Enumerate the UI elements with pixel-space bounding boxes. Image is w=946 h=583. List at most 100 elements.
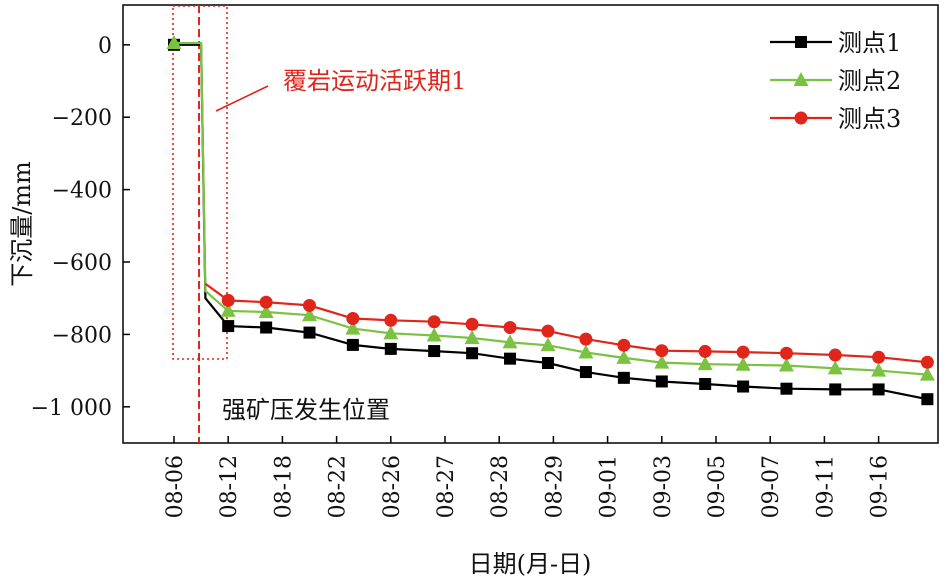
series-line-3 [204,282,928,364]
data-point-1-4 [222,320,235,333]
x-tick-label: 09-05 [705,455,730,518]
data-point-3-14 [698,344,712,358]
legend: 测点1 测点2 测点3 [770,29,901,133]
data-point-1-9 [428,345,441,358]
data-point-2-16 [697,356,713,371]
data-point-3-8 [465,317,479,331]
x-tick-label: 09-01 [597,455,622,518]
data-point-1-5 [260,321,273,334]
y-tick-label: −800 [52,323,112,348]
series-3 [204,282,934,369]
plot-frame [122,4,939,444]
legend-item-1: 测点1 [770,29,901,57]
y-tick-label: −200 [52,106,112,131]
legend-marker [793,72,809,86]
data-point-2-12 [540,337,556,352]
x-tick-label: 08-26 [380,455,405,518]
data-point-3-7 [427,315,441,329]
data-point-2-19 [827,360,843,375]
data-point-2-9 [426,327,442,342]
y-tick-label: −600 [52,251,112,276]
data-point-1-14 [617,371,630,384]
data-point-2-8 [383,325,399,340]
data-point-3-10 [541,324,555,338]
x-tick-label: 08-12 [217,455,242,518]
pressure-location-label: 强矿压发生位置 [222,396,390,424]
data-point-3-13 [655,344,669,358]
data-point-2-18 [778,357,794,372]
data-point-1-15 [655,375,668,388]
data-point-2-7 [345,320,361,335]
data-point-3-12 [617,338,631,352]
data-point-1-16 [699,377,712,390]
legend-label: 测点1 [838,29,901,57]
annotations: 覆岩运动活跃期1 强矿压发生位置 [172,5,466,443]
active-period-label: 覆岩运动活跃期1 [283,67,466,95]
data-point-1-19 [829,383,842,396]
data-point-2-17 [735,356,751,371]
x-tick-label: 09-03 [651,455,676,518]
data-point-3-9 [503,321,517,335]
legend-label: 测点2 [838,67,901,95]
data-point-1-6 [303,326,316,339]
axes: 0 −200 −400 −600 −800 −1 000 08-06 08-12 08-18 08… [8,34,893,578]
x-tick-label: 08-18 [271,455,296,518]
data-point-2-14 [616,349,632,364]
data-point-1-13 [579,366,592,379]
data-point-2-21 [919,366,935,381]
data-point-1-10 [466,347,479,360]
y-tick-label: −1 000 [31,396,112,421]
x-tick-label: 08-28 [488,455,513,518]
data-point-2-5 [258,303,274,318]
plot-area [122,4,939,444]
y-tick-label: −400 [52,179,112,204]
legend-label: 测点3 [838,105,901,133]
data-point-3-3 [259,295,273,309]
y-tick-label: 0 [98,34,112,59]
data-point-2-13 [578,344,594,359]
data-point-3-4 [303,298,316,312]
data-point-3-19 [920,355,934,369]
x-axis-title: 日期(月-日) [469,550,592,578]
data-point-2-20 [871,362,887,377]
x-tick-label: 08-29 [542,455,567,518]
data-point-2-1 [166,35,182,50]
data-point-3-6 [384,313,398,327]
legend-item-2: 测点2 [770,67,901,95]
x-tick-label: 08-06 [163,455,188,518]
data-point-3-16 [779,346,793,360]
data-point-2-6 [302,307,317,322]
data-point-2-15 [654,354,670,369]
data-point-3-18 [872,350,886,364]
data-point-1-18 [780,382,793,395]
x-tick-label: 09-11 [813,455,838,518]
data-point-3-2 [221,293,235,307]
x-tick-label: 09-07 [759,455,784,518]
x-tick-label: 09-16 [868,455,893,518]
x-tick-label: 08-22 [326,455,351,518]
data-point-1-11 [504,352,517,365]
data-point-3-5 [346,311,360,325]
legend-marker [795,36,807,48]
annotation-leader-line [215,85,269,112]
data-point-3-17 [828,348,842,362]
series-2 [166,35,935,381]
data-point-1-8 [384,342,397,355]
series-1 [168,38,934,406]
data-point-2-4 [220,302,236,317]
data-point-2-10 [464,330,480,345]
x-tick-label: 08-27 [434,455,459,518]
legend-marker [794,111,808,125]
series-group [166,35,935,406]
data-point-1-12 [541,357,554,370]
data-point-2-11 [502,334,518,349]
data-point-3-15 [736,345,750,359]
y-axis-title: 下沉量/mm [8,161,36,287]
data-point-3-11 [579,332,593,346]
data-point-1-17 [737,380,750,393]
data-point-1-21 [921,393,934,406]
data-point-1-20 [872,383,885,396]
data-point-1-7 [346,338,359,351]
legend-item-3: 测点3 [770,105,901,133]
